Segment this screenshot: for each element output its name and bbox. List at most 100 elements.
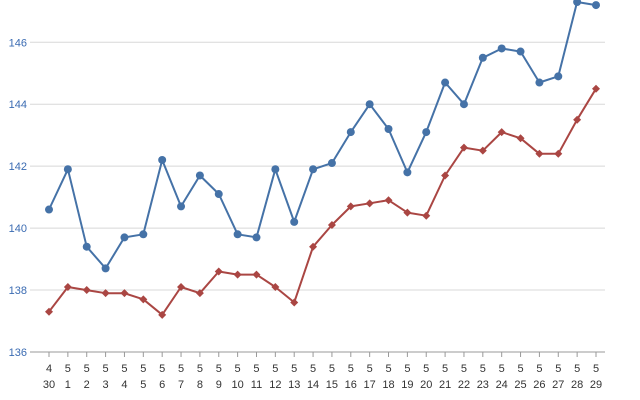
series-0-point (290, 217, 299, 226)
series-1-point (214, 267, 223, 276)
series-0-point (403, 168, 412, 177)
series-1-point (554, 149, 563, 158)
series-1-point (252, 270, 261, 279)
series-1-point (271, 282, 280, 291)
x-tick-month: 5 (404, 363, 410, 375)
x-tick-month: 5 (65, 363, 71, 375)
x-tick-month: 5 (159, 363, 165, 375)
series-0-point (516, 47, 525, 56)
x-tick-day: 7 (178, 379, 184, 391)
series-0-point (365, 100, 374, 109)
series-0-point (573, 0, 582, 6)
x-tick-month: 5 (253, 363, 259, 375)
x-tick-month: 5 (593, 363, 599, 375)
x-tick-day: 30 (43, 379, 55, 391)
series-1-point (365, 199, 374, 208)
x-tick-day: 22 (458, 379, 470, 391)
y-tick-label: 146 (9, 37, 27, 49)
series-0-point (120, 233, 129, 242)
x-tick-month: 5 (442, 363, 448, 375)
series-1-point (592, 84, 600, 93)
series-0-point (309, 165, 318, 174)
series-0-point (554, 72, 563, 81)
y-tick-label: 140 (9, 223, 27, 235)
series-1-point (120, 289, 129, 298)
series-1-point (327, 221, 336, 230)
x-tick-month: 5 (121, 363, 127, 375)
series-1-point (403, 208, 412, 217)
series-0-point (478, 53, 487, 62)
x-tick-day: 13 (288, 379, 300, 391)
series-1-point (45, 307, 53, 316)
x-tick-day: 6 (159, 379, 165, 391)
x-tick-day: 24 (496, 379, 508, 391)
series-1-point (290, 298, 299, 307)
series-0-point (177, 202, 186, 211)
series-0-point (233, 230, 242, 239)
x-tick-month: 5 (536, 363, 542, 375)
series-0-point (384, 124, 393, 133)
x-tick-month: 5 (461, 363, 467, 375)
series-0-point (139, 230, 148, 239)
x-tick-month: 5 (272, 363, 278, 375)
series-0-point (459, 100, 468, 109)
y-tick-label: 142 (9, 161, 27, 173)
series-1-point (384, 196, 393, 205)
x-tick-month: 5 (310, 363, 316, 375)
x-tick-month: 5 (103, 363, 109, 375)
series-0-point (422, 128, 431, 137)
x-tick-month: 5 (367, 363, 373, 375)
x-tick-month: 5 (178, 363, 184, 375)
x-tick-day: 5 (140, 379, 146, 391)
series-1-point (441, 171, 450, 180)
series-0-point (101, 264, 110, 273)
x-tick-day: 8 (197, 379, 203, 391)
series-0-point (195, 171, 204, 180)
x-tick-day: 12 (269, 379, 281, 391)
x-tick-day: 21 (439, 379, 451, 391)
x-tick-month: 5 (216, 363, 222, 375)
y-tick-label: 144 (9, 99, 27, 111)
series-0-point (252, 233, 261, 242)
x-tick-day: 9 (216, 379, 222, 391)
series-0-point (63, 165, 72, 174)
series-1-point (497, 128, 506, 137)
x-tick-month: 5 (140, 363, 146, 375)
series-0-point (535, 78, 544, 87)
series-0-point (592, 1, 600, 10)
series-0 (45, 0, 600, 273)
series-1-point (139, 295, 148, 304)
x-tick-month: 5 (499, 363, 505, 375)
series-1-point (309, 242, 318, 251)
x-tick-day: 23 (477, 379, 489, 391)
x-tick-day: 20 (420, 379, 432, 391)
series-0-point (82, 242, 91, 251)
x-tick-day: 27 (552, 379, 564, 391)
series-1-point (346, 202, 355, 211)
series-0-point (441, 78, 450, 87)
x-tick-day: 29 (590, 379, 602, 391)
series-1-point (516, 134, 525, 143)
series-0-point (497, 44, 506, 53)
series-1-point (573, 115, 582, 124)
x-tick-day: 11 (251, 379, 262, 391)
x-tick-month: 5 (517, 363, 523, 375)
series-1-point (535, 149, 544, 158)
series-1-point (459, 143, 468, 152)
series-1-point (195, 289, 204, 298)
x-tick-day: 4 (121, 379, 127, 391)
x-tick-day: 1 (65, 379, 71, 391)
x-tick-day: 19 (401, 379, 413, 391)
series-1-point (233, 270, 242, 279)
series-0-point (45, 205, 53, 214)
x-tick-month: 5 (555, 363, 561, 375)
x-tick-month: 5 (385, 363, 391, 375)
x-tick-month: 5 (329, 363, 335, 375)
x-tick-month: 5 (197, 363, 203, 375)
x-tick-day: 25 (514, 379, 526, 391)
series-0-point (271, 165, 280, 174)
series-1-point (101, 289, 110, 298)
x-tick-day: 26 (533, 379, 545, 391)
x-tick-month: 5 (574, 363, 580, 375)
